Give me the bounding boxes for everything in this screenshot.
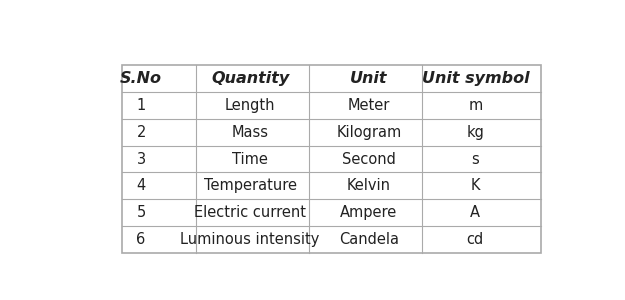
Text: Candela: Candela — [339, 232, 399, 247]
Text: Second: Second — [342, 152, 396, 166]
Text: S.No: S.No — [120, 71, 162, 86]
Text: Temperature: Temperature — [204, 178, 297, 194]
Text: 2: 2 — [136, 124, 146, 140]
Text: Kilogram: Kilogram — [336, 124, 401, 140]
Text: s: s — [471, 152, 479, 166]
Text: Quantity: Quantity — [211, 71, 289, 86]
Text: Mass: Mass — [232, 124, 269, 140]
Text: Unit: Unit — [350, 71, 388, 86]
Text: 6: 6 — [136, 232, 146, 247]
Text: Kelvin: Kelvin — [347, 178, 391, 194]
Text: A: A — [471, 205, 481, 220]
Text: cd: cd — [467, 232, 484, 247]
Bar — [122, 65, 541, 253]
Text: Meter: Meter — [348, 98, 390, 113]
Text: Electric current: Electric current — [194, 205, 306, 220]
Text: Length: Length — [225, 98, 276, 113]
Text: Luminous intensity: Luminous intensity — [181, 232, 320, 247]
Text: Time: Time — [232, 152, 268, 166]
Text: 1: 1 — [136, 98, 146, 113]
Text: Ampere: Ampere — [340, 205, 398, 220]
Text: m: m — [468, 98, 482, 113]
Text: kg: kg — [466, 124, 484, 140]
Text: K: K — [471, 178, 480, 194]
Text: Unit symbol: Unit symbol — [421, 71, 529, 86]
Text: 3: 3 — [136, 152, 146, 166]
Text: 4: 4 — [136, 178, 146, 194]
Text: 5: 5 — [136, 205, 146, 220]
